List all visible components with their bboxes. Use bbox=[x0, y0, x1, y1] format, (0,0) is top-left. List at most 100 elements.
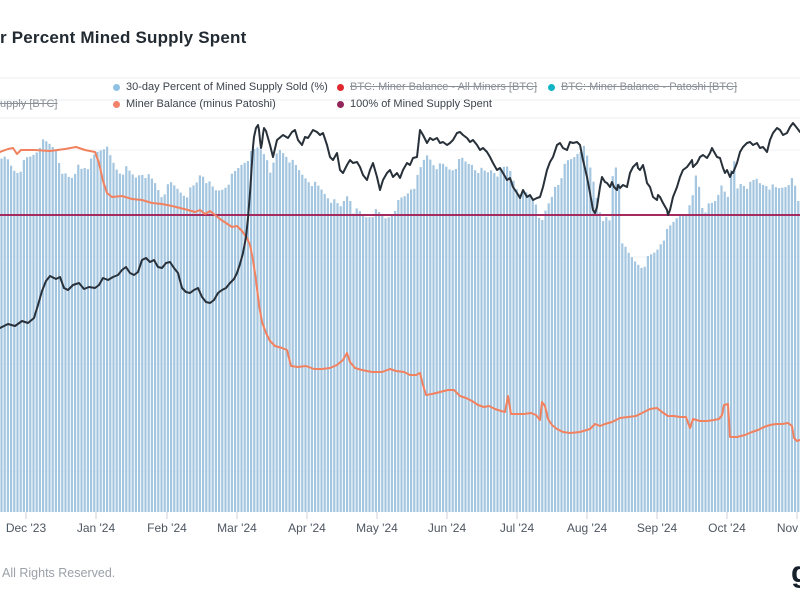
bar bbox=[150, 178, 153, 512]
bar bbox=[608, 220, 611, 512]
bar bbox=[483, 170, 486, 512]
bar bbox=[67, 176, 70, 512]
legend-dot-icon bbox=[548, 83, 555, 91]
bar bbox=[621, 243, 624, 512]
bar bbox=[467, 163, 470, 512]
bar bbox=[48, 143, 51, 513]
bar bbox=[528, 195, 531, 513]
bar bbox=[154, 183, 157, 512]
bar bbox=[592, 181, 595, 512]
bar bbox=[320, 189, 323, 512]
bar bbox=[224, 187, 227, 513]
legend-item[interactable]: BTC: Miner Balance - Patoshi [BTC] bbox=[548, 80, 737, 94]
bar bbox=[614, 167, 617, 512]
bar bbox=[496, 176, 499, 512]
bar bbox=[288, 162, 291, 512]
bar bbox=[771, 184, 774, 512]
bar bbox=[538, 217, 541, 513]
bar bbox=[243, 162, 246, 512]
bar bbox=[650, 254, 653, 513]
bar bbox=[330, 202, 333, 513]
orange-line-series bbox=[0, 146, 800, 442]
copyright-text: All Rights Reserved. bbox=[2, 566, 116, 580]
legend-item[interactable]: upply [BTC] bbox=[0, 97, 57, 111]
bar bbox=[630, 257, 633, 512]
bar bbox=[237, 168, 240, 512]
bar bbox=[477, 173, 480, 512]
bar bbox=[246, 161, 249, 512]
legend-item[interactable]: 30-day Percent of Mined Supply Sold (%) bbox=[113, 80, 328, 94]
bar bbox=[109, 155, 112, 512]
x-axis-label: Jan '24 bbox=[76, 521, 116, 535]
bar bbox=[96, 151, 99, 513]
bar bbox=[698, 186, 701, 513]
bar bbox=[282, 153, 285, 512]
bar bbox=[112, 162, 115, 513]
bar bbox=[694, 175, 697, 512]
bar bbox=[29, 156, 32, 512]
bar bbox=[211, 186, 214, 512]
bar bbox=[480, 167, 483, 513]
legend-item[interactable]: 100% of Mined Supply Spent bbox=[337, 97, 492, 111]
bar bbox=[54, 150, 57, 513]
bar bbox=[582, 145, 585, 512]
bar bbox=[90, 158, 93, 512]
bar bbox=[541, 220, 544, 512]
bar bbox=[291, 159, 294, 512]
bar bbox=[797, 201, 800, 512]
bar bbox=[406, 193, 409, 512]
bar bbox=[678, 216, 681, 512]
bar bbox=[307, 182, 310, 512]
legend-item-label: 100% of Mined Supply Spent bbox=[350, 98, 492, 110]
dark-line-series bbox=[0, 122, 800, 329]
bar bbox=[445, 166, 448, 512]
bar bbox=[134, 177, 137, 512]
bar bbox=[669, 225, 672, 512]
bar bbox=[570, 159, 573, 512]
bar bbox=[0, 158, 3, 512]
bar bbox=[710, 202, 713, 513]
bar bbox=[454, 169, 457, 512]
bar bbox=[10, 165, 13, 512]
bar bbox=[58, 163, 61, 512]
x-axis-label: Sep '24 bbox=[636, 521, 678, 535]
bar bbox=[99, 150, 102, 512]
bar bbox=[640, 267, 643, 512]
bar bbox=[755, 178, 758, 513]
bar bbox=[378, 212, 381, 512]
bar bbox=[189, 187, 192, 512]
bar bbox=[643, 266, 646, 512]
bar bbox=[691, 195, 694, 512]
bar bbox=[259, 149, 262, 513]
bar bbox=[381, 215, 384, 512]
bar bbox=[464, 161, 467, 512]
bar bbox=[784, 187, 787, 512]
bar bbox=[294, 165, 297, 512]
bar bbox=[458, 159, 461, 512]
bar bbox=[509, 170, 512, 512]
bar bbox=[416, 174, 419, 512]
bar bbox=[128, 170, 131, 512]
bar bbox=[426, 155, 429, 512]
x-axis-label: Feb '24 bbox=[147, 521, 187, 535]
x-axis-label: Oct '24 bbox=[708, 521, 746, 535]
legend-item[interactable]: BTC: Miner Balance - All Miners [BTC] bbox=[337, 80, 537, 94]
bar bbox=[374, 209, 377, 512]
bar bbox=[365, 217, 368, 512]
bar bbox=[637, 264, 640, 512]
bar bbox=[717, 194, 720, 512]
bar bbox=[394, 211, 397, 512]
legend-item[interactable]: Miner Balance (minus Patoshi) bbox=[113, 97, 276, 111]
legend-dot-icon bbox=[113, 100, 120, 108]
bar bbox=[234, 171, 237, 512]
legend-item-label: 30-day Percent of Mined Supply Sold (%) bbox=[126, 81, 328, 93]
bar bbox=[106, 146, 109, 512]
bar bbox=[314, 181, 317, 513]
bar bbox=[310, 186, 313, 512]
page-title: r Percent Mined Supply Spent bbox=[0, 28, 247, 47]
bar bbox=[627, 252, 630, 513]
bar bbox=[547, 203, 550, 513]
bar bbox=[438, 163, 441, 512]
bar bbox=[221, 189, 224, 512]
